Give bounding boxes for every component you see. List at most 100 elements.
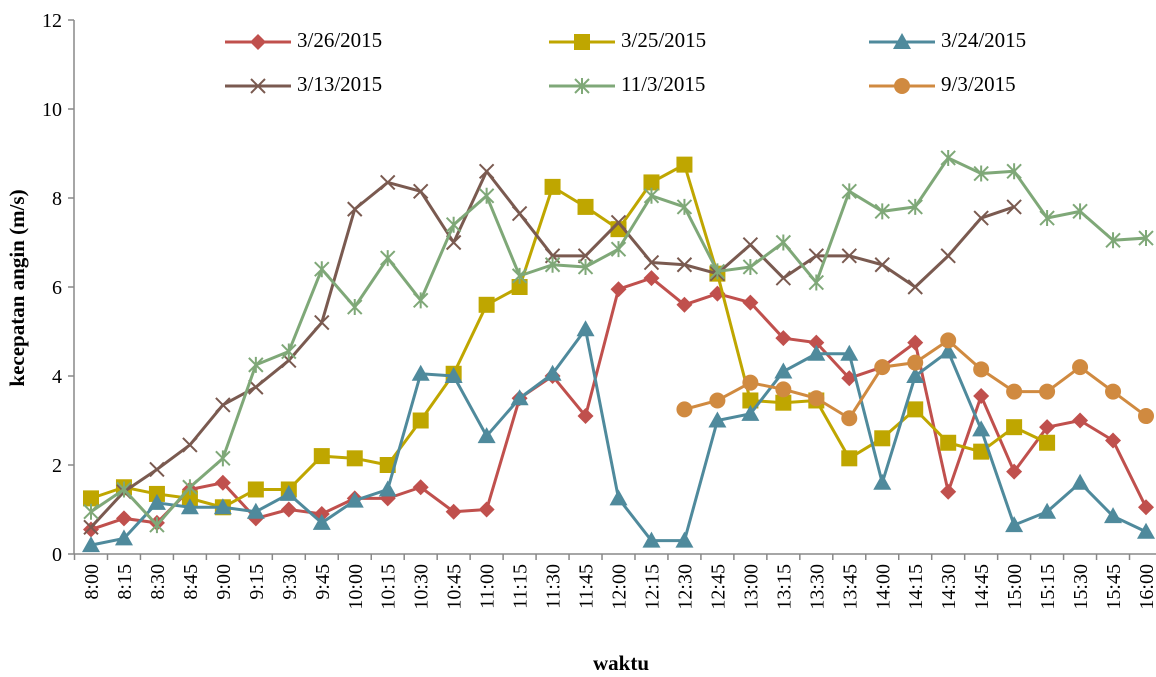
series	[83, 149, 1154, 534]
x-tick-label: 11:30	[543, 564, 565, 609]
x-tick-label: 14:15	[905, 564, 927, 610]
marker	[643, 254, 660, 271]
marker	[280, 501, 297, 518]
marker	[577, 408, 594, 425]
marker	[841, 183, 857, 200]
marker	[412, 412, 429, 429]
marker	[83, 503, 99, 520]
x-tick-label: 13:45	[839, 564, 861, 610]
x-tick-label: 11:45	[576, 564, 598, 609]
marker	[576, 320, 595, 337]
marker	[445, 216, 462, 233]
marker	[841, 450, 858, 467]
marker	[940, 483, 957, 500]
marker	[1006, 199, 1022, 215]
marker	[775, 381, 792, 398]
y-tick-label: 12	[42, 10, 62, 32]
marker	[676, 401, 693, 418]
marker	[182, 437, 198, 453]
marker	[279, 484, 298, 501]
marker	[676, 296, 693, 313]
marker	[808, 248, 825, 264]
marker	[841, 410, 858, 427]
marker	[378, 480, 397, 497]
marker	[973, 165, 989, 182]
marker	[808, 390, 825, 407]
marker	[312, 513, 331, 530]
marker	[1072, 412, 1089, 429]
marker	[675, 531, 694, 548]
marker	[246, 502, 265, 519]
marker	[610, 241, 627, 258]
marker	[83, 490, 99, 507]
marker	[281, 343, 297, 360]
marker	[775, 270, 792, 286]
marker	[574, 34, 590, 50]
marker	[643, 270, 660, 287]
marker	[643, 174, 660, 191]
marker	[1137, 522, 1155, 539]
marker	[511, 267, 528, 284]
x-tick-label: 14:00	[872, 564, 894, 610]
marker	[1072, 359, 1089, 376]
marker	[940, 332, 957, 349]
x-tick-label: 10:30	[411, 564, 433, 610]
marker	[873, 473, 892, 490]
marker	[775, 234, 792, 251]
marker	[841, 248, 857, 264]
marker	[1006, 163, 1022, 180]
marker	[1006, 419, 1023, 436]
marker	[544, 178, 561, 195]
x-tick-label: 10:15	[378, 564, 400, 610]
marker	[215, 450, 231, 467]
y-tick-label: 2	[52, 455, 62, 477]
marker	[478, 296, 495, 313]
marker	[1039, 434, 1056, 451]
marker	[313, 448, 330, 465]
marker	[314, 261, 330, 278]
marker	[250, 34, 266, 50]
x-tick-label: 8:45	[180, 564, 202, 600]
marker	[213, 498, 232, 515]
marker	[114, 529, 133, 546]
x-tick-label: 15:15	[1037, 564, 1059, 610]
marker	[940, 434, 957, 451]
y-tick-label: 8	[52, 188, 62, 210]
marker	[609, 489, 628, 506]
marker	[894, 78, 910, 94]
x-tick-label: 9:30	[279, 564, 301, 600]
marker	[347, 299, 363, 316]
x-tick-label: 12:15	[641, 564, 663, 610]
marker	[874, 257, 890, 273]
x-tick-label: 15:45	[1103, 564, 1125, 610]
marker	[1006, 383, 1023, 400]
marker	[1138, 230, 1154, 247]
legend-label: 3/25/2015	[621, 28, 706, 52]
x-tick-label: 10:00	[345, 564, 367, 610]
x-tick-label: 11:00	[477, 564, 499, 609]
marker	[1104, 507, 1123, 524]
x-tick-label: 10:45	[444, 564, 466, 610]
marker	[478, 163, 495, 180]
marker	[676, 198, 693, 215]
marker	[940, 248, 956, 264]
x-tick-label: 16:00	[1136, 564, 1156, 610]
marker	[149, 461, 165, 478]
marker	[478, 187, 495, 204]
marker	[577, 248, 594, 264]
marker	[874, 359, 891, 376]
marker	[808, 274, 825, 291]
x-tick-label: 8:30	[147, 564, 169, 600]
legend-label: 3/24/2015	[941, 28, 1026, 52]
x-tick-label: 14:30	[938, 564, 960, 610]
marker	[907, 279, 923, 295]
marker	[742, 392, 759, 409]
x-tick-label: 11:15	[510, 564, 532, 609]
marker	[1105, 232, 1121, 249]
marker	[807, 344, 826, 361]
marker	[907, 198, 923, 215]
legend-label: 3/13/2015	[297, 72, 382, 96]
marker	[248, 356, 264, 373]
series-line	[90, 156, 1147, 527]
